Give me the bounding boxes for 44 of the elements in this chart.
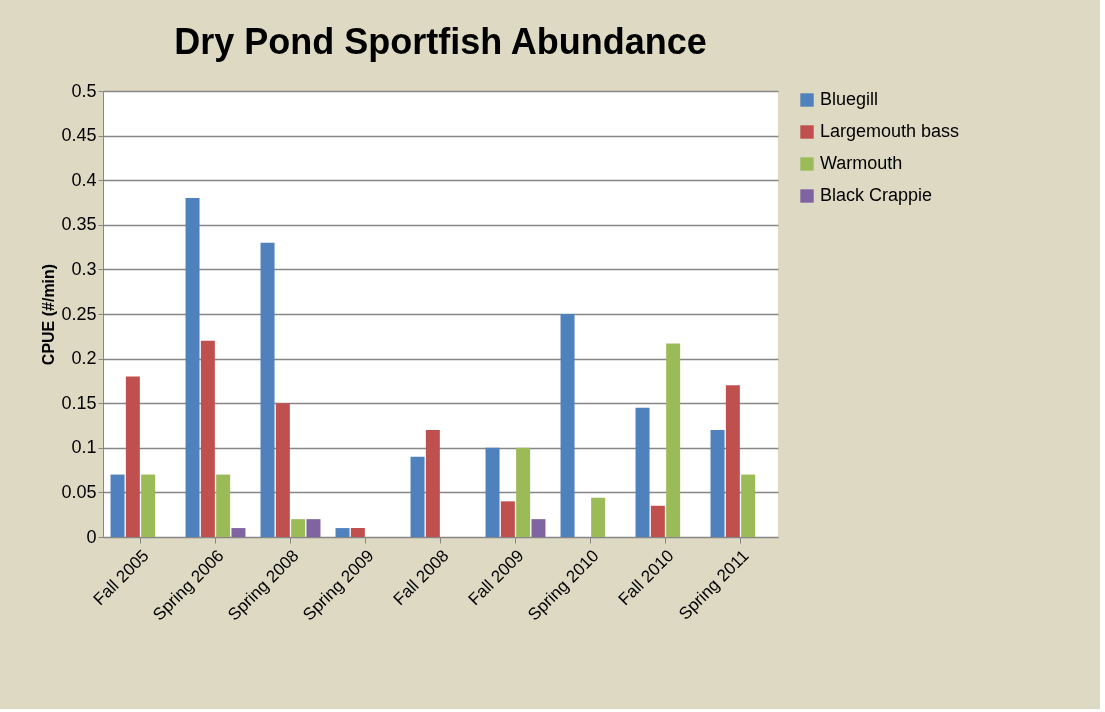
bar (591, 497, 606, 537)
bar (425, 429, 440, 537)
bar (531, 519, 546, 537)
y-tick-label: 0.25 (61, 303, 97, 324)
bar (335, 528, 350, 537)
bar (141, 474, 156, 537)
bar (275, 403, 290, 537)
bar (650, 505, 665, 537)
legend-label: Largemouth bass (820, 121, 960, 141)
y-tick-label: 0.1 (71, 437, 97, 458)
y-tick-label: 0.2 (71, 348, 97, 369)
y-tick-label: 0 (86, 526, 97, 547)
bar (485, 447, 500, 537)
bar (710, 429, 725, 537)
bar (741, 474, 756, 537)
bar (500, 501, 515, 537)
bar (725, 385, 740, 537)
bar (200, 340, 215, 537)
y-tick-label: 0.5 (71, 80, 97, 101)
bar (410, 456, 425, 537)
y-tick-label: 0.05 (61, 481, 97, 502)
y-tick-label: 0.45 (61, 125, 97, 146)
bar (125, 376, 140, 537)
legend-label: Bluegill (820, 89, 879, 109)
bar (185, 198, 200, 537)
bar (516, 447, 531, 537)
y-tick-label: 0.15 (61, 392, 97, 413)
bar (560, 314, 575, 537)
y-tick-label: 0.35 (61, 214, 97, 235)
bar (635, 407, 650, 537)
bar (291, 519, 306, 537)
bar (306, 519, 321, 537)
bar (231, 528, 246, 537)
chart-title: Dry Pond Sportfish Abundance (174, 21, 707, 62)
bar (350, 528, 365, 537)
bar (260, 242, 275, 537)
bar (666, 343, 681, 537)
y-tick-label: 0.4 (71, 169, 97, 190)
y-tick-label: 0.3 (71, 258, 97, 279)
bar (216, 474, 231, 537)
bar (110, 474, 125, 537)
y-axis-title: CPUE (#/min) (40, 263, 58, 366)
legend-label: Warmouth (820, 153, 903, 173)
legend-label: Black Crappie (820, 185, 933, 205)
